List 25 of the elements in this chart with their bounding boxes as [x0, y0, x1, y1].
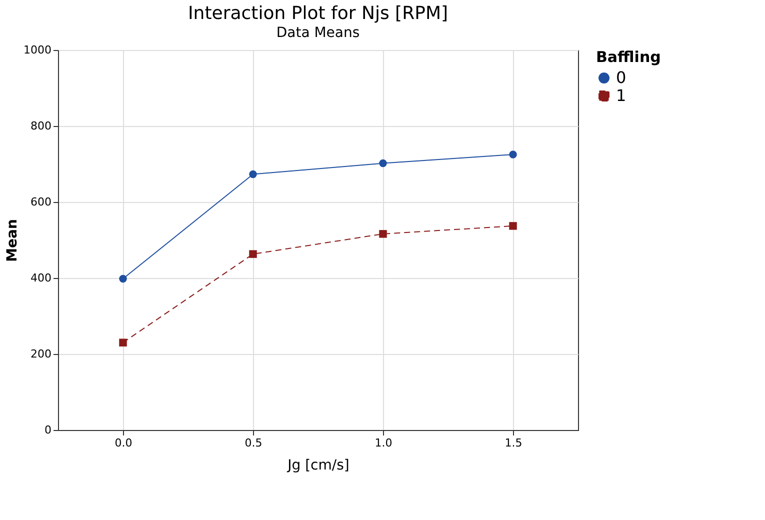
- y-tick-label: 400: [30, 272, 52, 284]
- x-axis-title: Jg [cm/s]: [286, 458, 350, 474]
- y-tick-label: 200: [30, 348, 52, 360]
- point: [379, 159, 387, 168]
- point: [119, 274, 127, 283]
- point: [509, 150, 517, 158]
- x-tick-label: 1.0: [374, 436, 392, 450]
- y-tick-label: 0: [44, 424, 52, 436]
- x-tick-label: 0.5: [244, 436, 262, 450]
- point: [249, 170, 257, 178]
- legend-title: Baffling: [596, 48, 661, 66]
- y-tick-label: 800: [30, 120, 52, 132]
- y-tick-label: 600: [30, 196, 52, 208]
- y-axis-title: Mean: [4, 219, 21, 262]
- y-tick-label: 1000: [24, 44, 52, 56]
- point: [379, 230, 387, 238]
- legend-label: 1: [616, 86, 626, 105]
- x-tick-label: 0.0: [114, 436, 132, 450]
- legend-label: 0: [616, 68, 626, 87]
- x-tick-label: 1.5: [504, 436, 522, 450]
- point: [509, 222, 517, 230]
- point: [249, 250, 257, 258]
- point: [119, 338, 127, 346]
- chart-subtitle: Data Means: [276, 25, 360, 41]
- chart-title: Interaction Plot for Njs [RPM]: [188, 3, 448, 24]
